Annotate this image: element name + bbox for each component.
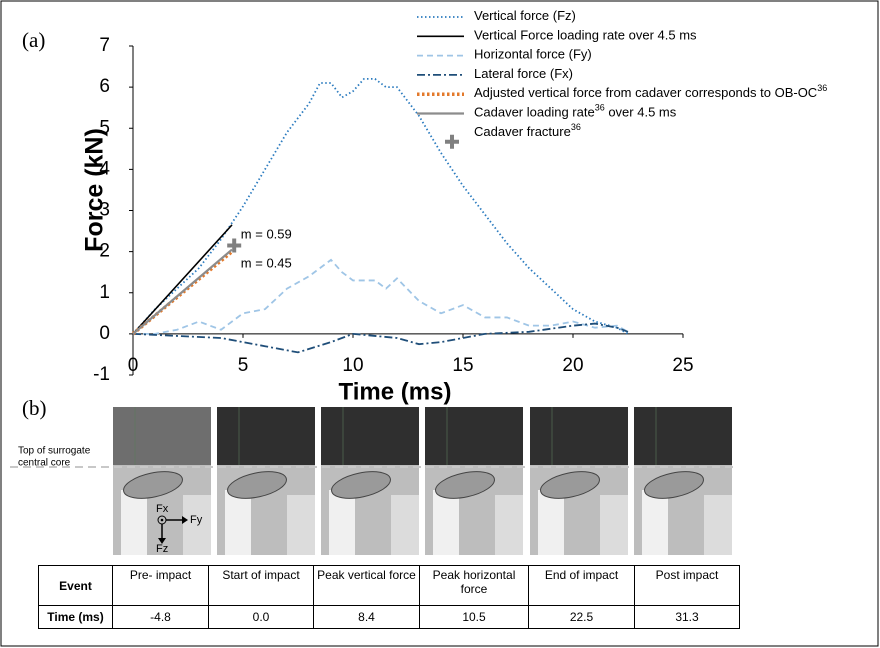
y-tick-label: -1 [93,364,110,385]
legend-text: Vertical Force loading rate over 4.5 ms [474,28,697,43]
legend-text: Lateral force (Fx) [474,66,573,81]
table-cell: Pre- impact [112,565,209,606]
frame-top [321,407,419,465]
specimen-head [123,471,183,499]
fy-arrow [182,516,188,524]
x-tick-label: 15 [452,355,473,376]
table-cell: 31.3 [634,605,740,629]
event-table: Event Pre- impact Start of impact Peak vert… [38,565,740,629]
table-cell: 8.4 [313,605,420,629]
specimen-neck [433,490,459,555]
table-cell: Time (ms) [38,605,113,629]
legend-label: Vertical force (Fz) [474,8,576,23]
y-tick-label: 5 [99,117,110,138]
series-line [132,248,233,335]
legend-text: Cadaver fracture [474,124,571,139]
legend-text: Cadaver loading rate [474,105,595,120]
y-tick-label: 2 [99,241,110,262]
axis-glyph-label: Fz [156,543,168,555]
frame-side [495,495,523,555]
fracture-marker [445,134,459,149]
table-cell: Event [38,565,113,606]
table-cell: 0.0 [208,605,314,629]
specimen-head [331,471,391,499]
legend-text: 36 [571,122,581,132]
y-tick-label: 6 [99,76,110,97]
table-row: Time (ms) -4.8 0.0 8.4 10.5 22.5 31.3 [38,605,740,629]
table-cell: 22.5 [528,605,635,629]
legend-label: Cadaver loading rate36 over 4.5 ms [474,103,677,120]
core-label: central core [18,458,71,469]
table-cell: End of impact [528,565,635,606]
specimen-neck [329,490,355,555]
panel-label: (b) [22,396,47,420]
y-tick-label: 7 [99,35,110,56]
legend-label: Cadaver fracture36 [474,122,581,139]
x-tick-label: 20 [562,355,583,376]
panel-label: (a) [22,28,45,52]
axis-glyph-label: Fy [190,514,203,526]
y-tick-label: 1 [99,282,110,303]
y-tick-label: 0 [99,323,110,344]
x-tick-label: 5 [238,355,249,376]
y-tick-label: 4 [99,158,110,179]
frame-top [634,407,732,465]
legend-text: 36 [595,103,605,113]
legend-text: 36 [817,84,827,94]
fz-arrow [158,538,166,544]
specimen-neck [121,490,147,555]
specimen-head [644,471,704,499]
specimen-neck [642,490,668,555]
x-tick-label: 10 [342,355,363,376]
table-cell: Post impact [634,565,740,606]
table-cell: -4.8 [112,605,209,629]
table-header-row: Event Pre- impact Start of impact Peak vert… [38,565,740,606]
y-axis-label: Force (kN) [81,128,109,252]
legend-text: Horizontal force (Fy) [474,47,592,62]
x-axis-label: Time (ms) [339,378,452,405]
series-line [132,224,233,335]
x-tick-label: 25 [672,355,693,376]
frame-side [287,495,315,555]
frame-side [600,495,628,555]
specimen-neck [538,490,564,555]
frame-top [425,407,523,465]
annotation: m = 0.45 [241,255,292,270]
series-line [132,78,629,335]
legend-label: Lateral force (Fx) [474,66,573,81]
fx-glyph [160,518,164,522]
frame-side [183,495,211,555]
fracture-marker [227,238,242,253]
legend-label: Vertical Force loading rate over 4.5 ms [474,28,697,43]
y-tick-label: 3 [99,200,110,221]
frame-side [704,495,732,555]
legend-text: Adjusted vertical force from cadaver cor… [474,86,817,101]
legend-text: Vertical force (Fz) [474,8,576,23]
table-cell: Start of impact [208,565,314,606]
core-label: Top of surrogate [18,446,91,457]
series-line [133,258,629,335]
frame-top [217,407,315,465]
legend-label: Horizontal force (Fy) [474,47,592,62]
image-strip [113,407,732,555]
axis-glyph-label: Fx [156,503,169,515]
frame-top [113,407,211,465]
frame-top [530,407,628,465]
specimen-neck [225,490,251,555]
legend-text: over 4.5 ms [605,105,677,120]
specimen-head [435,471,495,499]
series-line [132,322,629,354]
legend-label: Adjusted vertical force from cadaver cor… [474,84,827,101]
table-cell: Peak vertical force [313,565,420,606]
annotation: m = 0.59 [241,227,292,242]
table-cell: Peak horizontal force [419,565,529,606]
table-cell: 10.5 [419,605,529,629]
axes-glyph: Fx Fy Fz [156,503,203,555]
specimen-head [227,471,287,499]
frame-side [391,495,419,555]
specimen-head [540,471,600,499]
